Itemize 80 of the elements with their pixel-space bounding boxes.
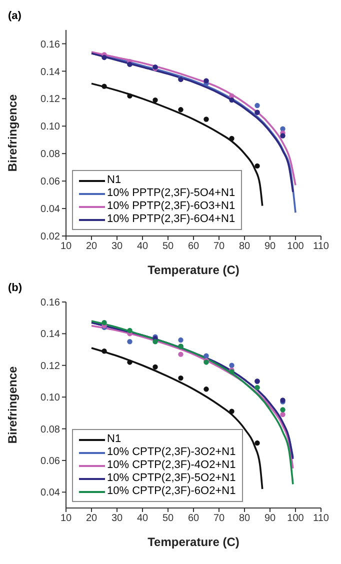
x-tick-label: 110 (313, 513, 330, 524)
chart-title: (a) (8, 9, 22, 24)
point (204, 353, 209, 358)
point (204, 116, 209, 122)
x-tick-label: 20 (86, 241, 98, 252)
point (229, 362, 234, 368)
x-tick-label: 80 (238, 241, 250, 252)
y-tick-label: 0.04 (40, 488, 60, 499)
point (178, 375, 184, 381)
point (178, 107, 184, 112)
point (280, 407, 286, 412)
legend-label: 10% PPTP(2,3F)-6O4+N1 (107, 213, 236, 226)
x-tick-label: 100 (287, 513, 304, 524)
point (102, 84, 107, 89)
chart-title: (b) (8, 281, 24, 296)
x-tick-label: 70 (213, 241, 225, 252)
x-tick-label: 60 (188, 241, 200, 252)
x-tick-label: 50 (162, 513, 174, 524)
y-tick-label: 0.16 (40, 298, 60, 309)
point (229, 97, 234, 103)
legend-label: 10% CPTP(2,3F)-5O2+N1 (107, 472, 236, 485)
y-tick-label: 0.10 (40, 122, 60, 133)
y-tick-label: 0.08 (40, 424, 60, 436)
legend-label: N1 (107, 433, 122, 446)
x-tick-label: 100 (287, 241, 304, 252)
legend-label: 10% PPTP(2,3F)-6O3+N1 (107, 200, 236, 213)
legend-label: 10% CPTP(2,3F)-4O2+N1 (107, 459, 236, 472)
y-axis-title: Birefringence (5, 94, 20, 172)
y-tick-label: 0.06 (40, 456, 60, 468)
point (229, 136, 234, 142)
x-tick-label: 110 (313, 241, 330, 252)
point (152, 339, 158, 344)
x-tick-label: 70 (213, 513, 225, 524)
y-tick-label: 0.16 (40, 39, 60, 50)
x-tick-label: 90 (264, 241, 276, 252)
point (127, 360, 132, 365)
y-tick-label: 0.14 (40, 329, 60, 340)
legend-label: 10% CPTP(2,3F)-6O2+N1 (107, 485, 236, 498)
y-tick-label: 0.06 (40, 176, 60, 188)
y-tick-label: 0.04 (40, 204, 60, 216)
y-tick-label: 0.02 (40, 232, 60, 243)
x-tick-label: 10 (60, 241, 72, 252)
point (229, 408, 234, 414)
point (102, 348, 107, 354)
legend-label: N1 (107, 174, 122, 187)
point (102, 320, 107, 326)
point (254, 102, 260, 108)
point (178, 337, 184, 343)
point (254, 440, 260, 446)
point (280, 412, 286, 418)
x-axis-title: Temperature (C) (148, 263, 240, 277)
x-axis-title: Temperature (C) (148, 535, 240, 549)
x-tick-label: 80 (238, 513, 250, 524)
point (152, 97, 158, 103)
point (127, 328, 132, 334)
x-tick-label: 90 (264, 513, 276, 524)
x-tick-label: 40 (136, 513, 148, 524)
point (254, 163, 260, 169)
y-tick-label: 0.12 (40, 360, 60, 372)
x-tick-label: 60 (188, 513, 200, 524)
point (127, 93, 132, 99)
x-tick-label: 20 (86, 513, 98, 524)
legend-label: 10% CPTP(2,3F)-3O2+N1 (107, 446, 236, 459)
point (127, 339, 132, 344)
point (204, 386, 209, 392)
y-tick-label: 0.12 (40, 94, 60, 106)
point (152, 364, 158, 370)
point (280, 133, 286, 138)
y-tick-label: 0.14 (40, 66, 60, 78)
x-tick-label: 40 (136, 241, 148, 252)
y-tick-label: 0.10 (40, 392, 60, 404)
y-axis-title: Birefringence (5, 366, 20, 444)
point (178, 352, 184, 357)
x-tick-label: 30 (111, 241, 123, 252)
x-tick-label: 30 (111, 513, 123, 524)
x-tick-label: 50 (162, 241, 174, 252)
y-tick-label: 0.08 (40, 149, 60, 160)
legend-label: 10% PPTP(2,3F)-5O4+N1 (107, 187, 236, 200)
x-tick-label: 10 (60, 513, 72, 524)
point (102, 54, 107, 60)
